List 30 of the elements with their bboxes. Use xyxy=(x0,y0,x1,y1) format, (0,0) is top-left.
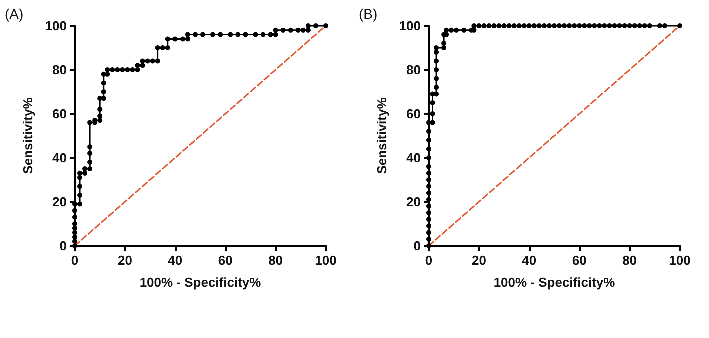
y-tick-label: 80 xyxy=(52,62,67,78)
x-tick-label: 80 xyxy=(622,253,638,268)
y-tick-label: 0 xyxy=(414,238,421,254)
y-tick-label: 20 xyxy=(52,194,67,210)
y-axis-title: Sensitivity% xyxy=(20,97,36,174)
y-tick-label: 60 xyxy=(52,106,67,122)
y-tick-label: 0 xyxy=(60,238,67,254)
y-tick-label: 100 xyxy=(399,18,421,34)
x-tick-label: 20 xyxy=(472,253,486,268)
x-tick-label: 40 xyxy=(522,253,537,268)
chart-title: (A) xyxy=(5,6,24,22)
x-axis-title: 100% - Specificity% xyxy=(494,275,616,290)
y-tick-label: 40 xyxy=(52,150,67,166)
x-tick-label: 0 xyxy=(425,253,433,268)
x-tick-label: 40 xyxy=(168,253,183,268)
x-tick-label: 20 xyxy=(118,253,132,268)
x-tick-label: 60 xyxy=(218,253,233,268)
x-tick-label: 80 xyxy=(268,253,284,268)
y-tick-label: 40 xyxy=(406,150,421,166)
x-tick-label: 100 xyxy=(669,253,691,268)
chart-title: (B) xyxy=(359,6,378,22)
y-tick-label: 60 xyxy=(406,106,421,122)
y-tick-label: 80 xyxy=(406,62,421,78)
x-tick-label: 0 xyxy=(71,253,79,268)
x-tick-label: 60 xyxy=(572,253,587,268)
x-tick-label: 100 xyxy=(315,253,337,268)
y-tick-label: 20 xyxy=(406,194,421,210)
y-axis-title: Sensitivity% xyxy=(374,97,390,174)
x-axis-title: 100% - Specificity% xyxy=(140,275,262,290)
y-tick-label: 100 xyxy=(45,18,67,34)
